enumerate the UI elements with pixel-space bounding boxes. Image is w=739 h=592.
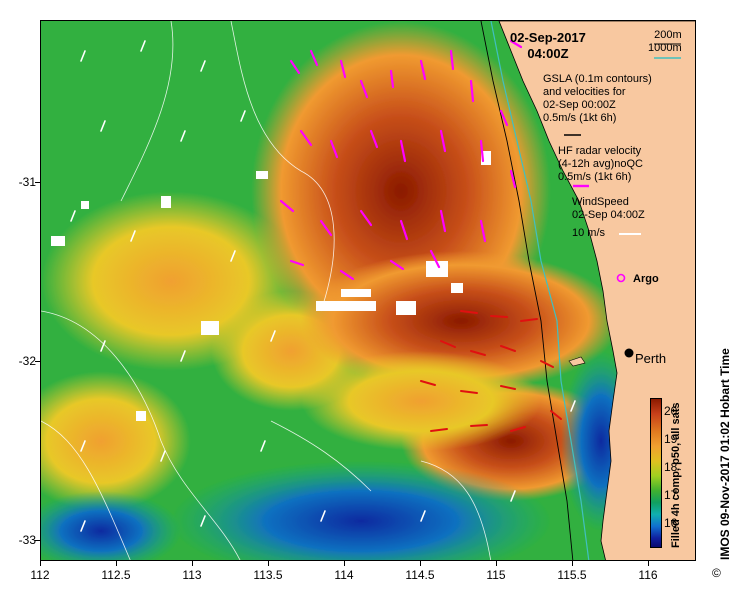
cloud-mask	[51, 151, 491, 421]
x-tick	[116, 561, 117, 566]
gsla-velocity-vectors	[420, 310, 562, 432]
gsla-legend-line4: 0.5m/s (1kt 6h)	[543, 112, 617, 124]
credit-text: IMOS 09-Nov-2017 01:02 Hobart Time	[718, 348, 732, 560]
gsla-legend-line3: 02-Sep 00:00Z	[543, 99, 616, 111]
cbar-tick-18: 18	[664, 460, 678, 474]
rottnest-island	[568, 356, 586, 367]
cbar-tick-17: 17	[664, 488, 678, 502]
x-tick-label-112-5: 112.5	[101, 568, 131, 582]
wind-legend-line3: 10 m/s	[572, 227, 606, 239]
x-tick-label-113-5: 113.5	[253, 568, 283, 582]
wind-legend-line1: WindSpeed	[572, 196, 629, 208]
wind-legend-line2: 02-Sep 04:00Z	[572, 209, 645, 221]
x-tick	[344, 561, 345, 566]
wind-arrows	[70, 40, 576, 532]
x-tick-label-114: 114	[334, 568, 354, 582]
hf-legend-line2: (4-12h avg)noQC	[558, 158, 643, 170]
x-tick	[572, 561, 573, 566]
y-tick-label-32: -32	[18, 354, 36, 368]
x-tick-label-115-5: 115.5	[557, 568, 587, 582]
perth-marker[interactable]	[624, 348, 634, 358]
copyright-symbol: ©	[712, 566, 721, 580]
x-tick-label-114-5: 114.5	[405, 568, 435, 582]
map-title: 02-Sep-2017 04:00Z	[510, 30, 586, 62]
x-tick	[40, 561, 41, 566]
x-tick	[420, 561, 421, 566]
sst-map: Argo Perth	[41, 21, 695, 560]
title-date: 02-Sep-2017	[510, 30, 586, 45]
cbar-tick-16: 16	[664, 516, 678, 530]
x-tick-label-113: 113	[182, 568, 202, 582]
x-tick-label-115: 115	[486, 568, 506, 582]
x-tick	[192, 561, 193, 566]
y-tick	[35, 361, 40, 362]
cbar-tick-19: 19	[664, 432, 678, 446]
x-tick-label-116: 116	[638, 568, 658, 582]
y-tick-label-33: -33	[18, 533, 36, 547]
gsla-legend-line1: GSLA (0.1m contours)	[543, 73, 652, 85]
perth-label: Perth	[635, 351, 666, 366]
depth-key: 200m 1000m	[648, 29, 682, 55]
gsla-legend-line2: and velocities for	[543, 86, 626, 98]
colorbar-title: Filled 4h comp, p50, all sats	[670, 402, 682, 549]
x-tick	[268, 561, 269, 566]
cbar-tick-20: 20	[664, 404, 678, 418]
gsla-contours	[41, 21, 492, 560]
gsla-legend: GSLA (0.1m contours) and velocities for …	[543, 73, 652, 125]
y-tick	[35, 182, 40, 183]
x-tick	[496, 561, 497, 566]
y-tick-label-31: -31	[18, 175, 36, 189]
hf-radar-vectors	[279, 39, 523, 281]
argo-label: Argo	[633, 273, 659, 285]
colorbar	[650, 398, 662, 548]
x-tick	[648, 561, 649, 566]
depth-200-label: 200m	[654, 29, 682, 41]
hf-legend: HF radar velocity (4-12h avg)noQC 0.5m/s…	[558, 145, 643, 184]
hf-legend-line1: HF radar velocity	[558, 145, 642, 157]
map-panel[interactable]: Argo Perth	[40, 20, 696, 561]
y-tick	[35, 540, 40, 541]
x-tick-label-112: 112	[30, 568, 50, 582]
wind-legend: WindSpeed 02-Sep 04:00Z 10 m/s	[572, 196, 645, 240]
hf-legend-line3: 0.5m/s (1kt 6h)	[558, 171, 632, 183]
depth-1000-label: 1000m	[648, 42, 682, 54]
argo-marker[interactable]	[616, 273, 626, 283]
title-time: 04:00Z	[527, 46, 569, 61]
land	[498, 21, 695, 560]
